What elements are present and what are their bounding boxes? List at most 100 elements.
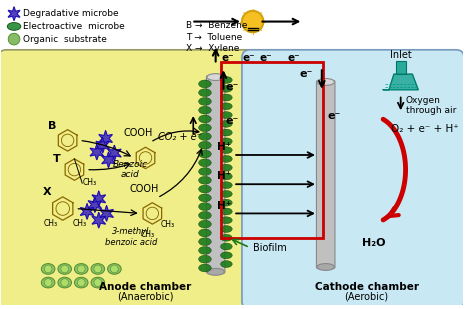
Text: e⁻: e⁻ (260, 53, 273, 63)
Polygon shape (108, 145, 121, 161)
Text: CH₃: CH₃ (43, 219, 57, 228)
Ellipse shape (108, 264, 121, 274)
Polygon shape (383, 74, 418, 90)
Circle shape (77, 265, 85, 273)
Text: (Anaerobic): (Anaerobic) (117, 291, 174, 301)
Ellipse shape (58, 264, 72, 274)
Text: e⁻: e⁻ (328, 111, 341, 121)
Ellipse shape (199, 80, 211, 88)
Ellipse shape (199, 203, 211, 210)
Ellipse shape (199, 159, 211, 167)
Ellipse shape (220, 112, 232, 118)
Ellipse shape (199, 150, 211, 158)
Text: e⁻: e⁻ (243, 53, 255, 63)
Ellipse shape (220, 217, 232, 224)
Circle shape (77, 279, 85, 286)
Polygon shape (88, 197, 101, 213)
FancyBboxPatch shape (0, 50, 306, 309)
Ellipse shape (199, 168, 211, 176)
Text: H⁺: H⁺ (217, 201, 231, 210)
Ellipse shape (74, 264, 88, 274)
Ellipse shape (199, 98, 211, 105)
Text: Cathode chamber: Cathode chamber (315, 282, 419, 292)
Polygon shape (8, 7, 20, 21)
Circle shape (110, 265, 118, 273)
Text: B: B (48, 121, 56, 131)
Ellipse shape (199, 89, 211, 96)
Ellipse shape (220, 182, 232, 188)
Text: CO₂ + e⁻: CO₂ + e⁻ (158, 133, 201, 142)
Text: e⁻: e⁻ (287, 53, 300, 63)
Circle shape (61, 265, 69, 273)
Ellipse shape (199, 229, 211, 237)
Text: Benzoic
acid: Benzoic acid (112, 160, 147, 180)
Ellipse shape (41, 277, 55, 288)
Text: O₂ + e⁻ + H⁺: O₂ + e⁻ + H⁺ (391, 124, 459, 134)
Ellipse shape (91, 277, 105, 288)
Circle shape (44, 279, 52, 286)
Text: Biofilm: Biofilm (253, 243, 286, 252)
Ellipse shape (199, 124, 211, 132)
Ellipse shape (220, 121, 232, 127)
Ellipse shape (220, 208, 232, 215)
Polygon shape (92, 191, 106, 207)
Ellipse shape (207, 269, 224, 275)
Ellipse shape (199, 176, 211, 184)
Text: (Aerobic): (Aerobic) (345, 291, 389, 301)
Ellipse shape (220, 191, 232, 197)
Text: e⁻: e⁻ (300, 69, 313, 79)
Text: 3-methyl
benzoic acid: 3-methyl benzoic acid (105, 227, 157, 247)
Text: Anode chamber: Anode chamber (100, 282, 191, 292)
Circle shape (94, 279, 102, 286)
Text: T: T (53, 154, 61, 164)
Ellipse shape (220, 164, 232, 171)
Text: e⁻: e⁻ (226, 116, 239, 126)
Text: Inlet: Inlet (390, 50, 411, 60)
Ellipse shape (199, 255, 211, 263)
Polygon shape (90, 144, 104, 160)
Ellipse shape (91, 264, 105, 274)
FancyBboxPatch shape (206, 76, 225, 273)
Ellipse shape (220, 243, 232, 250)
Ellipse shape (220, 199, 232, 206)
Text: CH₃: CH₃ (73, 219, 87, 228)
Text: Organic  substrate: Organic substrate (23, 35, 107, 44)
Text: X: X (43, 187, 52, 197)
Ellipse shape (74, 277, 88, 288)
Text: Oxygen
through air: Oxygen through air (406, 95, 456, 115)
Circle shape (242, 11, 264, 32)
Ellipse shape (220, 155, 232, 162)
Polygon shape (100, 205, 113, 221)
Ellipse shape (220, 94, 232, 101)
Circle shape (61, 279, 69, 286)
Text: H⁺: H⁺ (217, 142, 231, 152)
Ellipse shape (207, 74, 224, 80)
Ellipse shape (220, 129, 232, 136)
Text: COOH: COOH (130, 184, 159, 194)
Polygon shape (92, 213, 106, 228)
FancyBboxPatch shape (396, 61, 406, 74)
Text: CH₃: CH₃ (161, 220, 175, 229)
FancyBboxPatch shape (317, 80, 335, 269)
Ellipse shape (199, 133, 211, 140)
Ellipse shape (220, 85, 232, 92)
Ellipse shape (199, 247, 211, 254)
Circle shape (44, 265, 52, 273)
Ellipse shape (58, 277, 72, 288)
Text: T →  Toluene: T → Toluene (186, 33, 243, 42)
Text: e⁻: e⁻ (221, 53, 234, 63)
Text: X →  Xylene: X → Xylene (186, 44, 240, 53)
Ellipse shape (220, 103, 232, 110)
Text: H₂O: H₂O (362, 238, 385, 248)
Ellipse shape (199, 185, 211, 193)
Text: CH₃: CH₃ (140, 230, 155, 239)
Ellipse shape (199, 220, 211, 228)
Polygon shape (96, 138, 109, 153)
Polygon shape (102, 152, 115, 168)
Text: CH₃: CH₃ (82, 178, 96, 187)
Text: e⁻: e⁻ (226, 82, 239, 92)
Ellipse shape (41, 264, 55, 274)
Circle shape (8, 33, 20, 45)
Ellipse shape (220, 226, 232, 232)
Ellipse shape (220, 138, 232, 145)
